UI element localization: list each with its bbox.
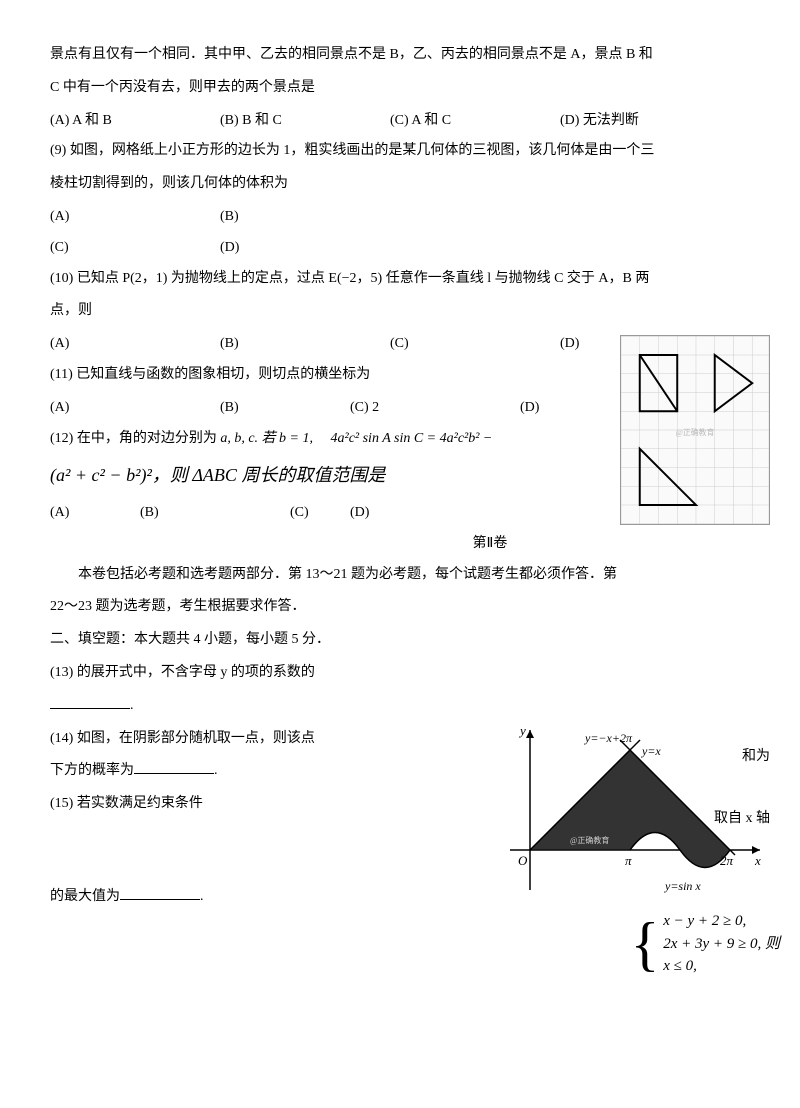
q9-line1: (9) 如图，网格纸上小正方形的边长为 1，粗实线画出的是某几何体的三视图，该几…	[50, 136, 750, 167]
q12-choice-c: (C)	[290, 498, 350, 529]
x-axis-label: x	[754, 853, 761, 868]
q12-l1a: (12) 在中，角的对边分别为	[50, 431, 217, 446]
section2-title: 第Ⅱ卷	[230, 529, 750, 560]
graph-watermark: @正确教育	[570, 835, 609, 845]
q9-choice-c: (C)	[50, 233, 220, 264]
q13-blank	[50, 695, 130, 709]
q8-choice-d: (D) 无法判断	[560, 106, 730, 137]
three-view-figure: @正确教育	[620, 335, 770, 525]
q10-line1: (10) 已知点 P(2，1) 为抛物线上的定点，过点 E(−2，5) 任意作一…	[50, 264, 750, 295]
graph-figure: y x O π 2π y=−x+2π y=x y=sin x @正确教育	[490, 720, 770, 900]
y-axis-label: y	[518, 723, 526, 738]
brace-icon: {	[631, 914, 660, 974]
q8-line1: 景点有且仅有一个相同．其中甲、乙去的相同景点不是 B，乙、丙去的相同景点不是 A…	[50, 40, 750, 71]
q10-choice-b: (B)	[220, 329, 390, 360]
q9-line2: 棱柱切割得到的，则该几何体的体积为	[50, 169, 750, 200]
q12-formula: (a² + c² − b²)²，则 ΔABC 周长的取值范围是	[50, 465, 385, 485]
curve-label: y=sin x	[664, 879, 701, 893]
section2-heading: 二、填空题：本大题共 4 小题，每小题 5 分．	[50, 625, 750, 656]
q9-choices-ab: (A) (B)	[50, 202, 750, 233]
twopi-label: 2π	[720, 853, 734, 868]
q8-choices: (A) A 和 B (B) B 和 C (C) A 和 C (D) 无法判断	[50, 106, 750, 137]
q14-dot: .	[214, 763, 218, 778]
q8-choice-c: (C) A 和 C	[390, 106, 560, 137]
section2-intro1: 本卷包括必考题和选考题两部分．第 13～21 题为必考题，每个试题考生都必须作答…	[50, 560, 750, 591]
q9-choice-b: (B)	[220, 202, 390, 233]
q14-l1: (14) 如图，在阴影部分随机取一点，则该点	[50, 731, 315, 746]
graph-svg: y x O π 2π y=−x+2π y=x y=sin x @正确教育	[490, 720, 770, 900]
q12-choice-b: (B)	[140, 498, 290, 529]
q10-choice-c: (C)	[390, 329, 560, 360]
line2-label: y=x	[641, 744, 661, 758]
q12-choice-a: (A)	[50, 498, 140, 529]
q8-line2: C 中有一个丙没有去，则甲去的两个景点是	[50, 73, 750, 104]
constraint-3: x ≤ 0,	[663, 955, 780, 978]
q9-choice-a: (A)	[50, 202, 220, 233]
q11-choice-b: (B)	[220, 393, 350, 424]
q13-blank-line: .	[50, 691, 750, 722]
q8-choice-b: (B) B 和 C	[220, 106, 390, 137]
q10-line2: 点，则	[50, 296, 750, 327]
grid-watermark: @正确教育	[676, 427, 715, 437]
q15-blank	[120, 886, 200, 900]
q15-l2: 的最大值为	[50, 889, 120, 904]
q13-line1: (13) 的展开式中，不含字母 y 的项的系数的 和为	[50, 658, 750, 689]
q9-choices-cd: (C) (D)	[50, 233, 750, 264]
q15-dot: .	[200, 889, 204, 904]
constraint-system: { x − y + 2 ≥ 0, 2x + 3y + 9 ≥ 0, 则 x ≤ …	[631, 910, 780, 978]
q11-choice-a: (A)	[50, 393, 220, 424]
grid-svg: @正确教育	[621, 336, 769, 524]
section2-intro2: 22～23 题为选考题，考生根据要求作答．	[50, 592, 750, 623]
q12-l1c: 4a²c² sin A sin C = 4a²c²b² −	[331, 431, 493, 446]
constraint-1: x − y + 2 ≥ 0,	[663, 910, 780, 933]
q13-l1: (13) 的展开式中，不含字母 y 的项的系数的	[50, 665, 315, 680]
constraint-2: 2x + 3y + 9 ≥ 0, 则	[663, 933, 780, 956]
pi-label: π	[625, 853, 632, 868]
q14-blank	[134, 760, 214, 774]
q11-choice-d: (D)	[520, 393, 620, 424]
q12-choice-d: (D)	[350, 498, 410, 529]
q9-choice-d: (D)	[220, 233, 390, 264]
q14-l2: 下方的概率为	[50, 763, 134, 778]
q10-choice-a: (A)	[50, 329, 220, 360]
origin-label: O	[518, 853, 528, 868]
q11-choice-c: (C) 2	[350, 393, 520, 424]
q12-l1b: a, b, c. 若 b = 1,	[220, 431, 313, 446]
q8-choice-a: (A) A 和 B	[50, 106, 220, 137]
line1-label: y=−x+2π	[584, 731, 633, 745]
